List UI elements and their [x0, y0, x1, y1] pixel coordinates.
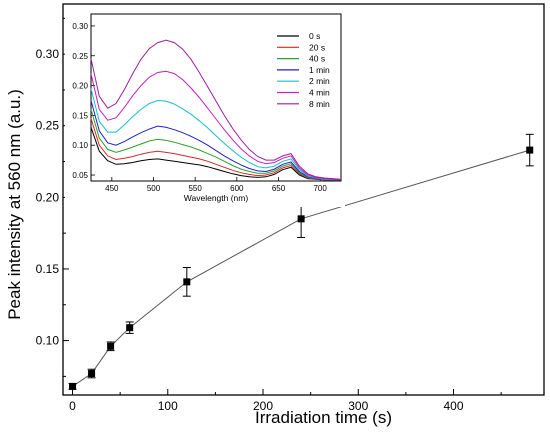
inset-x-tick-label: 450 — [105, 184, 119, 193]
inset-series-line — [90, 100, 341, 181]
inset-legend-label: 40 s — [309, 54, 325, 64]
inset-y-tick-label: 0.30 — [72, 22, 88, 31]
main-x-tick-label: 0 — [69, 399, 76, 413]
inset-y-tick-label: 0.25 — [72, 52, 88, 61]
data-point — [526, 146, 534, 154]
inset-x-tick-label: 700 — [313, 184, 327, 193]
data-point — [88, 370, 96, 378]
inset-legend-label: 0 s — [309, 31, 320, 41]
inset-series-line — [90, 88, 341, 181]
inset-series-line — [90, 118, 341, 181]
inset-y-tick-label: 0.20 — [72, 82, 88, 91]
inset-y-tick-label: 0.10 — [72, 141, 88, 150]
data-point — [297, 215, 305, 223]
inset-x-tick-label: 600 — [230, 184, 244, 193]
inset-legend-label: 8 min — [309, 99, 330, 109]
main-x-tick-label: 400 — [443, 399, 463, 413]
main-y-tick-label: 0.15 — [36, 262, 60, 276]
main-y-tick-label: 0.30 — [36, 47, 60, 61]
data-point — [126, 324, 134, 332]
inset-x-axis-label: Wavelength (nm) — [184, 193, 249, 203]
data-point — [107, 342, 115, 350]
inset-legend-label: 20 s — [309, 42, 325, 52]
main-y-tick-label: 0.20 — [36, 190, 60, 204]
main-x-tick-label: 100 — [158, 399, 178, 413]
main-plot-frame — [62, 3, 545, 396]
main-x-tick-label: 200 — [253, 399, 273, 413]
inset-plot-frame — [90, 13, 342, 182]
inset-x-tick-label: 550 — [188, 184, 202, 193]
inset-y-tick-label: 0.15 — [72, 111, 88, 120]
inset-x-tick-label: 500 — [147, 184, 161, 193]
main-x-axis-label: Irradiation time (s) — [255, 408, 392, 427]
data-point — [69, 382, 77, 390]
inset-legend-label: 1 min — [309, 65, 330, 75]
inset-legend-label: 4 min — [309, 88, 330, 98]
inset-background — [65, 10, 345, 207]
main-y-tick-label: 0.10 — [36, 334, 60, 348]
main-x-tick-label: 300 — [348, 399, 368, 413]
data-point — [183, 278, 191, 286]
inset-series-line — [90, 127, 341, 181]
inset-legend-label: 2 min — [309, 76, 330, 86]
inset-y-tick-label: 0.05 — [72, 171, 88, 180]
main-y-tick-label: 0.25 — [36, 119, 60, 133]
inset-series-line — [90, 109, 341, 181]
inset-series-line — [90, 70, 342, 181]
inset-series-line — [90, 39, 342, 180]
main-y-axis-label: Peak intensity at 560 nm (a.u.) — [5, 89, 24, 320]
inset-x-tick-label: 650 — [272, 184, 286, 193]
